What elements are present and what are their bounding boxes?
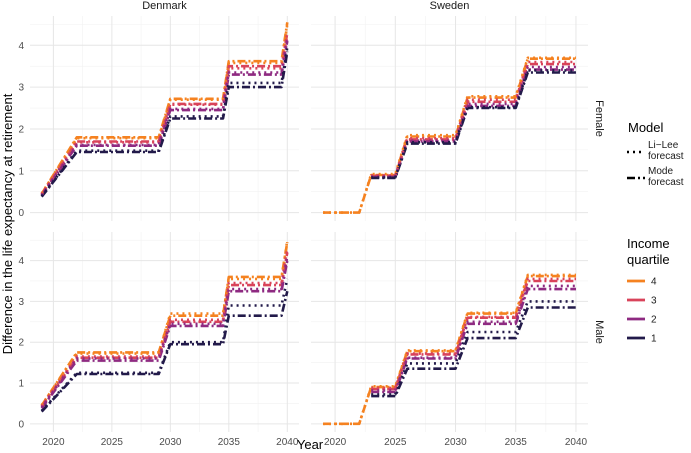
y-tick-label: 3 xyxy=(18,297,24,308)
y-tick-label: 4 xyxy=(18,41,24,52)
legend-quartile-label: 2 xyxy=(651,315,657,326)
x-tick-label: 2030 xyxy=(444,437,467,448)
y-tick-label: 1 xyxy=(18,379,24,390)
facet-label-sweden: Sweden xyxy=(430,0,470,12)
series-line-denmark-female-q3-lilee xyxy=(40,34,289,195)
legend-quartile-label: 1 xyxy=(651,334,657,345)
series-line-denmark-male-q4-mode xyxy=(40,241,289,407)
series-line-denmark-male-q2-lilee xyxy=(40,256,289,409)
series-line-denmark-female-q1-mode xyxy=(40,51,289,198)
series-line-sweden-female-q1-lilee xyxy=(371,69,576,179)
y-tick-label: 3 xyxy=(18,83,24,94)
series-line-denmark-male-q2-mode xyxy=(40,260,289,410)
panel-denmark-female xyxy=(30,16,299,221)
x-tick-label: 2025 xyxy=(101,437,124,448)
x-tick-label: 2035 xyxy=(505,437,528,448)
legend-model-label: forecast xyxy=(648,151,684,162)
series-line-denmark-female-q4-lilee xyxy=(40,24,289,195)
x-tick-label: 2035 xyxy=(218,437,241,448)
x-tick-label: 2040 xyxy=(276,437,299,448)
x-tick-label: 2025 xyxy=(384,437,407,448)
x-tick-label: 2020 xyxy=(324,437,347,448)
y-tick-label: 2 xyxy=(18,124,24,135)
facet-label-denmark: Denmark xyxy=(142,0,187,12)
y-tick-label: 1 xyxy=(18,166,24,177)
legend-model-label: forecast xyxy=(648,177,684,188)
series-line-denmark-male-q1-lilee xyxy=(40,278,289,412)
facet-label-female: Female xyxy=(593,100,605,137)
series-line-sweden-female-q1-mode xyxy=(371,71,576,180)
legend-income-title: quartile xyxy=(627,252,670,267)
legend-quartile-label: 4 xyxy=(651,277,657,288)
legend-model-label: Mode xyxy=(648,166,673,177)
series-line-sweden-male-q2-lilee xyxy=(371,284,576,392)
series-line-sweden-male-q3-lilee xyxy=(371,277,576,390)
legend-model-title: Model xyxy=(628,120,664,135)
legend-model-label: Li−Lee xyxy=(648,140,679,151)
x-tick-label: 2020 xyxy=(42,437,65,448)
x-axis-title: Year xyxy=(297,437,324,452)
series-line-denmark-female-q1-lilee xyxy=(40,47,289,198)
series-line-denmark-male-q1-mode xyxy=(40,290,289,413)
legend-quartile-label: 3 xyxy=(651,296,657,307)
x-tick-label: 2040 xyxy=(565,437,588,448)
series-line-sweden-male-q4-lilee xyxy=(323,273,576,426)
y-tick-label: 0 xyxy=(18,419,24,430)
x-tick-label: 2030 xyxy=(159,437,182,448)
y-tick-label: 4 xyxy=(18,256,24,267)
panel-sweden-male xyxy=(311,232,588,432)
y-axis-title: Difference in the life expectancy at ret… xyxy=(0,93,15,354)
facet-label-male: Male xyxy=(593,320,605,344)
y-tick-label: 0 xyxy=(18,208,24,219)
y-tick-label: 2 xyxy=(18,338,24,349)
legend-income-title: Income xyxy=(627,236,670,251)
series-line-sweden-male-q1-mode xyxy=(371,306,576,398)
panel-sweden-female xyxy=(311,16,588,221)
